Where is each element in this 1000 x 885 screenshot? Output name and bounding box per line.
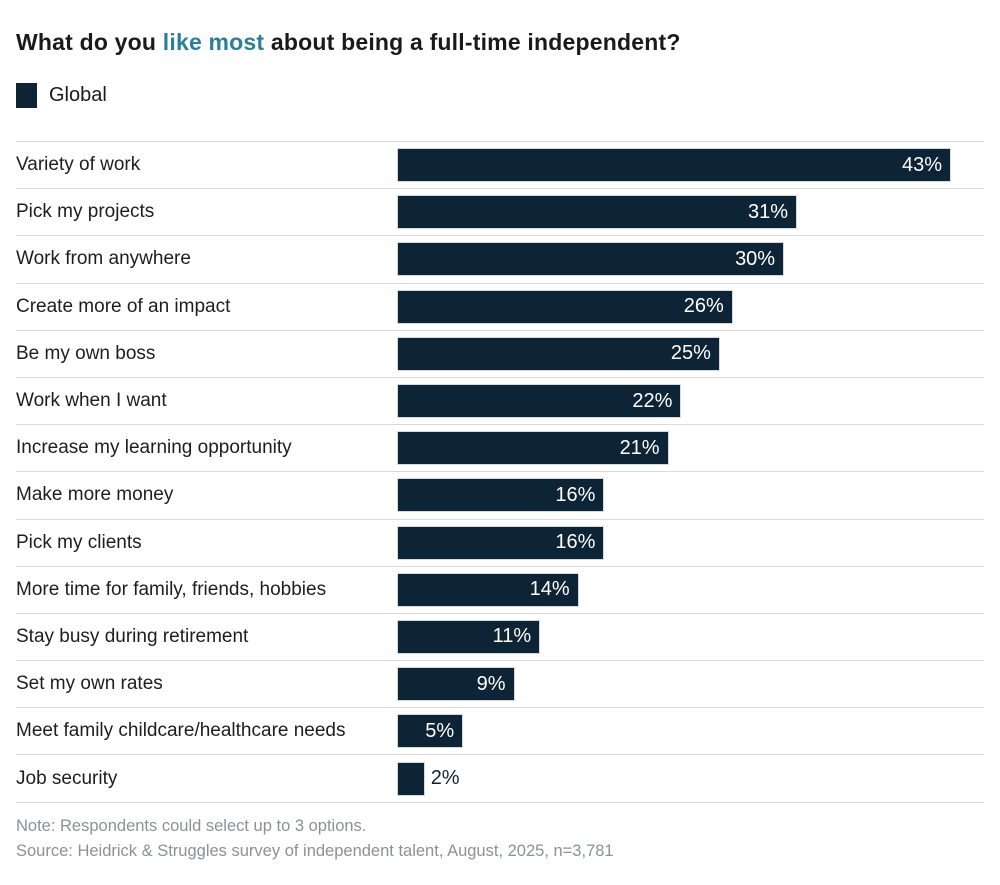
chart-row: Work from anywhere 30% [16,236,984,284]
chart-row: Pick my projects 31% [16,189,984,237]
row-label: Make more money [16,484,174,506]
chart-row: More time for family, friends, hobbies 14… [16,567,984,614]
value-label: 5% [425,719,455,742]
chart-row: Job security 2% [16,755,984,803]
row-label: Work from anywhere [16,248,191,270]
value-label: 16% [555,483,596,506]
bar-track: 25% [398,337,984,370]
row-label: Increase my learning opportunity [16,437,292,459]
bar: 5% [398,715,463,748]
row-label: Variety of work [16,154,141,176]
title-highlight: like most [162,29,265,55]
chart-row: Pick my clients 16% [16,520,984,567]
value-label: 11% [492,625,532,648]
row-label: Meet family childcare/healthcare needs [16,720,346,742]
title-prefix: What do you [16,29,163,55]
row-label: Work when I want [16,390,167,412]
row-label: Be my own boss [16,342,156,364]
bar: 16% [398,526,604,559]
bar-track: 22% [398,385,984,418]
bar: 16% [398,479,604,512]
chart-row: Be my own boss 25% [16,331,984,378]
bar: 31% [398,196,796,229]
chart-row: Stay busy during retirement 11% [16,614,984,662]
bar-chart: Variety of work 43% Pick my projects 31% Wor… [16,141,984,803]
bar: 25% [398,337,719,370]
chart-row: Make more money 16% [16,472,984,520]
chart-row: Variety of work 43% [16,142,984,190]
row-label: Set my own rates [16,673,163,695]
bar: 43% [398,149,950,182]
row-label: More time for family, friends, hobbies [16,578,327,600]
footnotes: Note: Respondents could select up to 3 o… [16,814,984,864]
note-text: Note: Respondents could select up to 3 o… [16,816,367,835]
bar: 30% [398,243,784,276]
bar-track: 9% [398,668,984,701]
row-label: Job security [16,767,118,789]
chart-row: Set my own rates 9% [16,661,984,709]
bar-track: 26% [398,290,984,323]
row-label: Create more of an impact [16,295,231,317]
chart-row: Create more of an impact 26% [16,284,984,331]
value-label: 16% [555,531,596,554]
value-label: 25% [670,342,711,365]
bar: 26% [398,290,732,323]
row-label: Pick my projects [16,201,155,223]
bar [398,762,424,795]
value-label: 30% [735,247,776,270]
legend-label: Global [49,84,107,106]
chart-row: Meet family childcare/healthcare needs 5% [16,708,984,756]
legend-swatch [16,83,37,108]
value-label: 14% [529,578,570,601]
value-label: 22% [632,389,673,412]
chart-row: Work when I want 22% [16,378,984,426]
bar-track: 2% [398,762,984,795]
bar-track: 16% [398,479,984,512]
source-text: Source: Heidrick & Struggles survey of i… [16,841,614,860]
bar-track: 43% [398,149,984,182]
bar-track: 16% [398,526,984,559]
bar-track: 31% [398,196,984,229]
legend: Global [16,83,984,108]
value-label: 9% [476,672,506,695]
bar: 9% [398,668,514,701]
value-label: 31% [747,200,788,223]
bar-track: 21% [398,432,984,465]
row-label: Stay busy during retirement [16,625,249,647]
bar: 21% [398,432,668,465]
bar: 14% [398,573,578,606]
chart-row: Increase my learning opportunity 21% [16,425,984,473]
page-title: What do you like most about being a full… [16,28,984,56]
bar-track: 30% [398,243,984,276]
value-label: 21% [619,436,660,459]
row-label: Pick my clients [16,531,142,553]
bar: 11% [398,620,540,653]
bar-track: 5% [398,715,984,748]
value-label: 2% [430,767,460,790]
title-suffix: about being a full-time independent? [264,29,681,55]
value-label: 43% [901,153,942,176]
bar-track: 11% [398,620,984,653]
bar-track: 14% [398,573,984,606]
value-label: 26% [683,295,724,318]
bar: 22% [398,385,681,418]
